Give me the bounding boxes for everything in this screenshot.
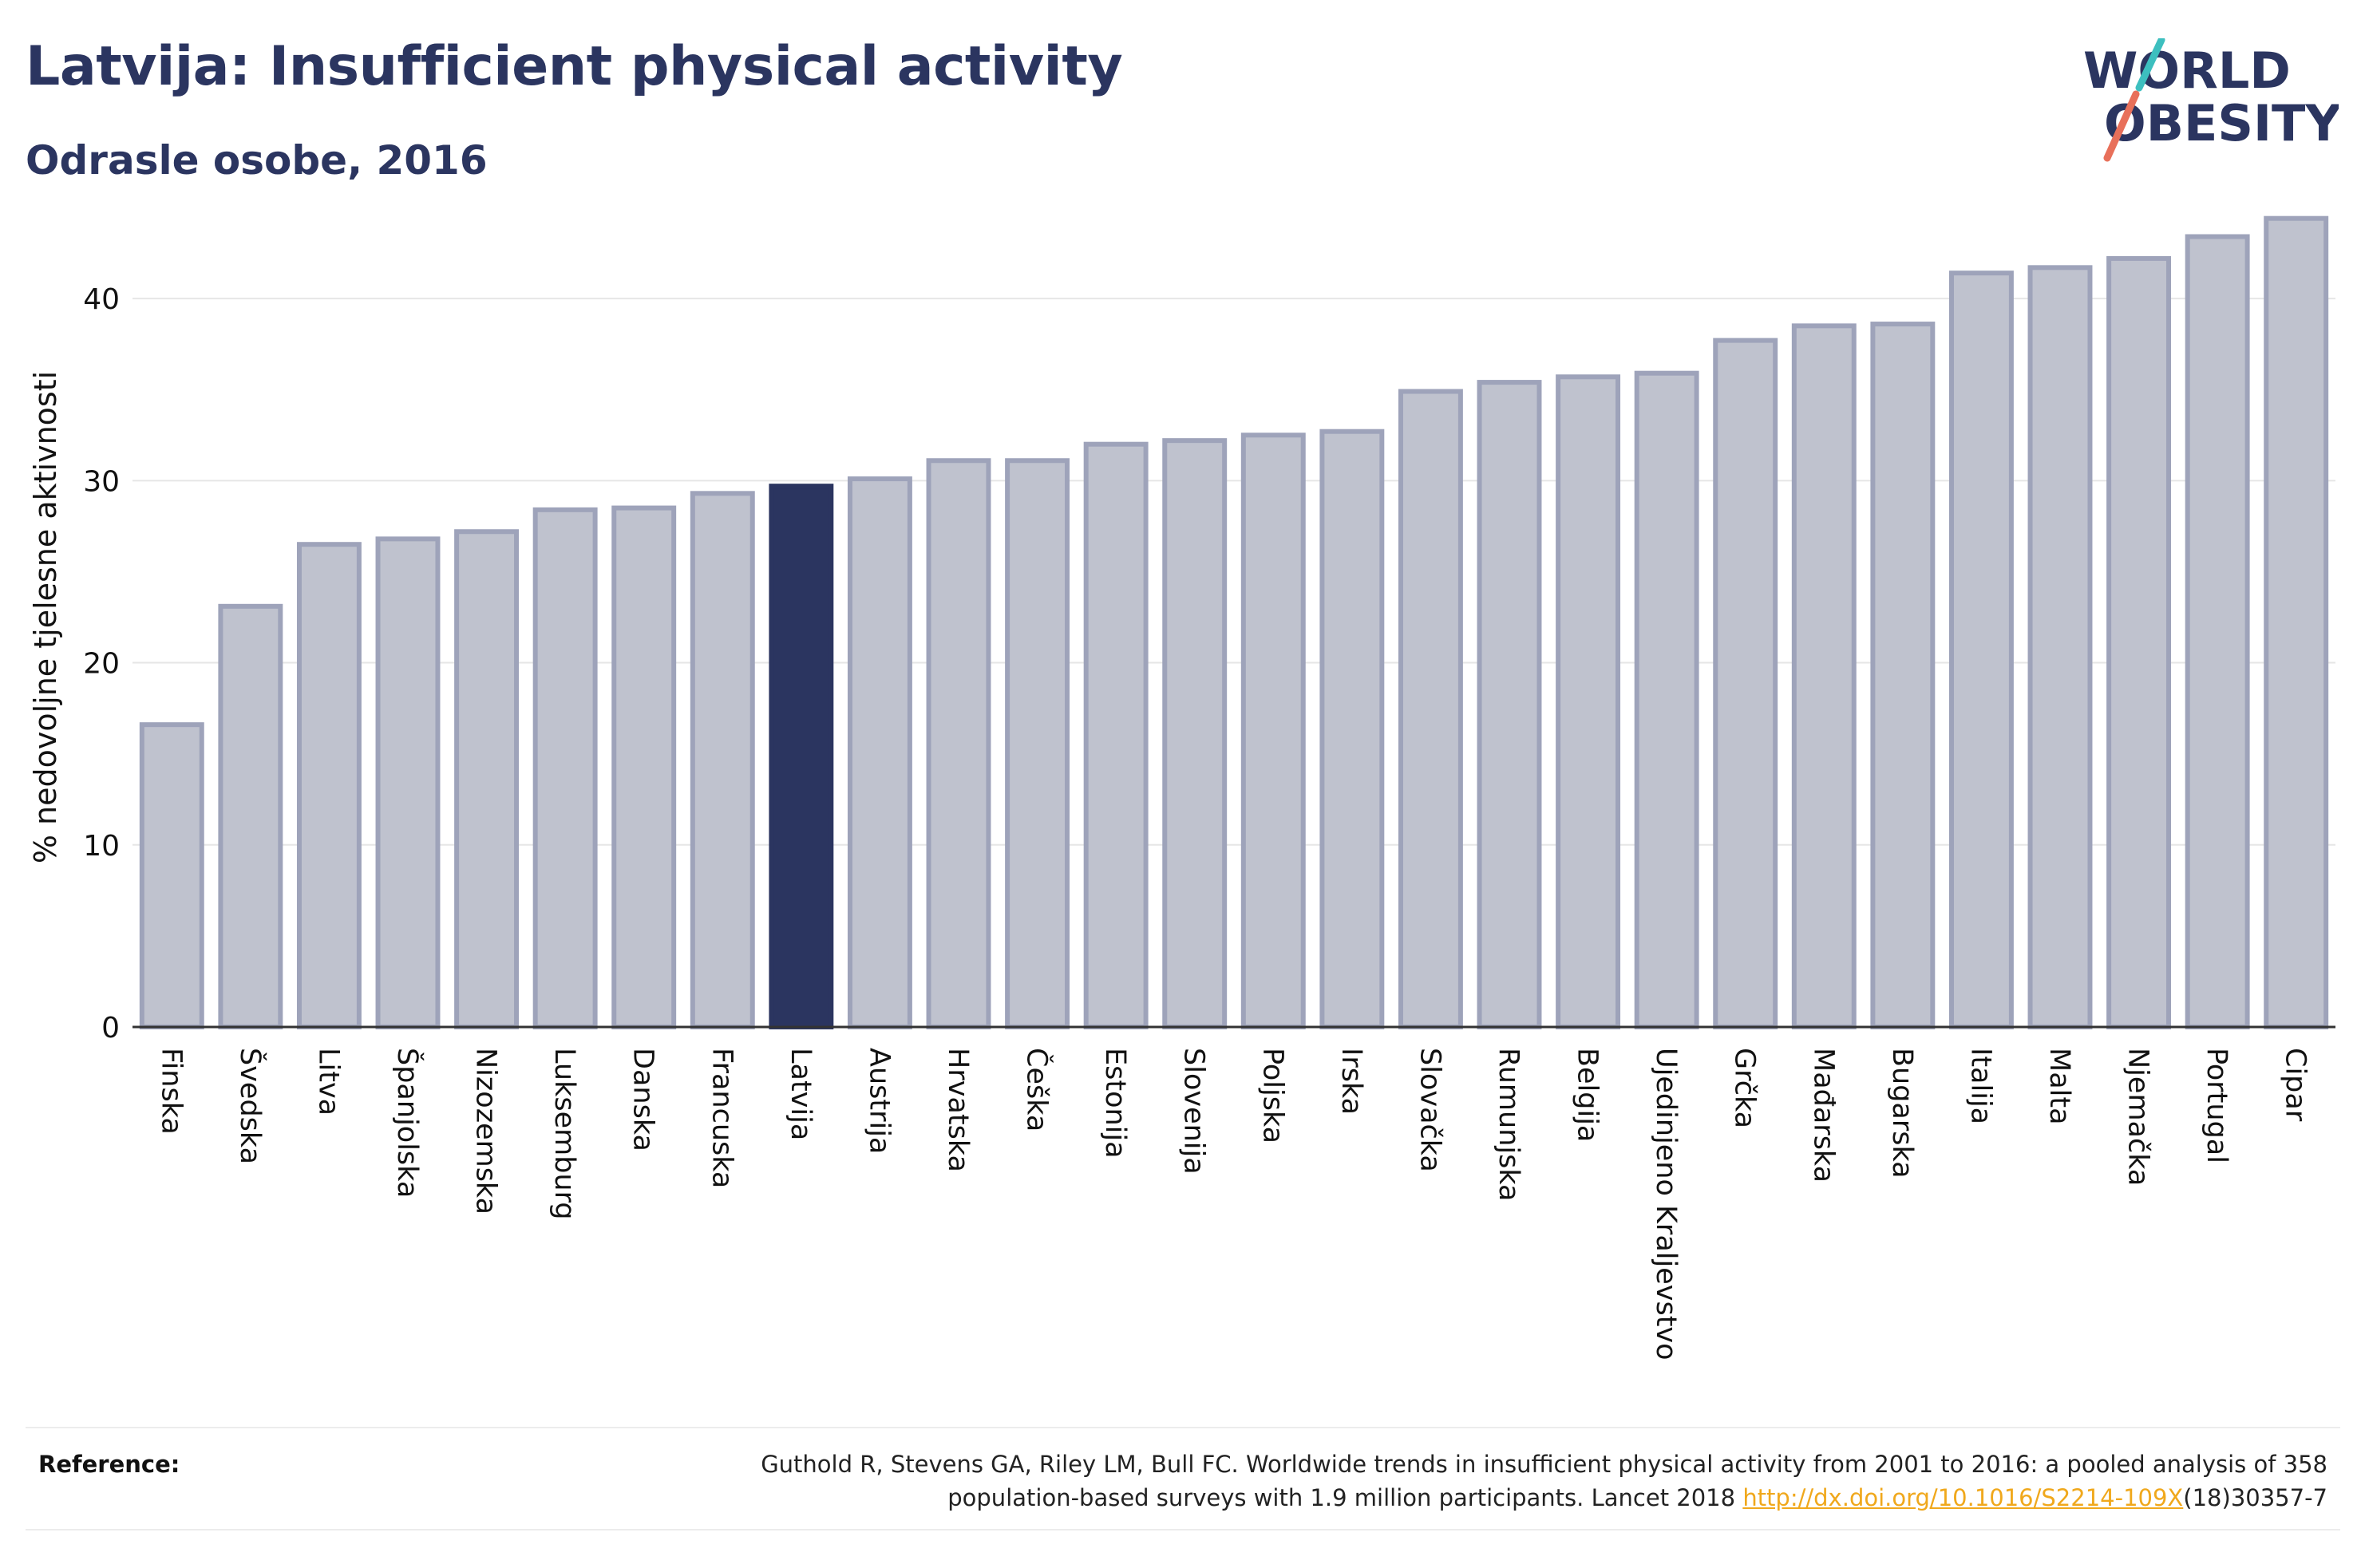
x-tick-label: Cipar (2280, 1048, 2312, 1122)
x-tick-label: Malta (2043, 1048, 2075, 1125)
x-tick-label: Francuska (706, 1048, 738, 1188)
bar-latvija[interactable] (769, 484, 834, 1029)
reference-text: Guthold R, Stevens GA, Riley LM, Bull FC… (571, 1448, 2327, 1515)
world-obesity-logo: WORLD OBESITY (2083, 38, 2339, 162)
x-tick-label: Litva (312, 1048, 344, 1116)
x-tick-label: Italija (1964, 1048, 1996, 1124)
y-tick-label: 40 (83, 283, 120, 316)
x-tick-label: Irska (1335, 1048, 1367, 1115)
x-tick-label: Danska (627, 1048, 659, 1151)
x-tick-label: Slovenija (1178, 1048, 1210, 1175)
x-tick-label: Rumunjska (1493, 1048, 1525, 1201)
x-tick-label: Belgija (1572, 1048, 1604, 1142)
reference-section: Reference: Guthold R, Stevens GA, Riley … (26, 1427, 2340, 1530)
bar-slovenija[interactable] (1162, 438, 1228, 1029)
x-axis-ticks: Finska Švedska Litva Španjolska Nizozemska Lu… (155, 1048, 2311, 1361)
logo-slash-teal (2135, 38, 2165, 92)
bar-mađarska[interactable] (1791, 323, 1857, 1030)
bar-bugarska[interactable] (1870, 322, 1936, 1030)
x-tick-label: Švedska (234, 1048, 267, 1164)
x-tick-label: Latvija (785, 1048, 817, 1140)
reference-line-2-post: (18)30357-7 (2183, 1484, 2327, 1511)
y-axis-ticks: 0 10 20 30 40 (83, 283, 120, 1045)
x-tick-label: Bugarska (1886, 1048, 1918, 1179)
x-tick-label: Luksemburg (548, 1048, 580, 1220)
reference-label: Reference: (38, 1451, 180, 1478)
bar-ujedinjeno-kraljevstvo[interactable] (1634, 370, 1699, 1029)
bar-danska[interactable] (611, 505, 677, 1029)
x-tick-label: Portugal (2201, 1048, 2232, 1163)
x-tick-label: Estonija (1099, 1048, 1131, 1159)
y-tick-label: 10 (83, 830, 120, 863)
y-tick-label: 0 (101, 1012, 120, 1045)
y-tick-label: 20 (83, 648, 120, 681)
bar-chart: 0 10 20 30 40 Finska Švedska Litva Španjolska Ni… (28, 215, 2335, 1361)
x-tick-label: Slovačka (1414, 1048, 1445, 1172)
bar-belgija[interactable] (1556, 374, 1621, 1030)
bar-češka[interactable] (1005, 458, 1070, 1029)
x-tick-label: Poljska (1256, 1048, 1288, 1143)
x-tick-label: Nizozemska (470, 1048, 502, 1215)
bar-luksemburg[interactable] (532, 507, 598, 1029)
bar-španjolska[interactable] (375, 536, 441, 1029)
bar-slovačka[interactable] (1398, 389, 1463, 1029)
chart-title: Latvija: Insufficient physical activity (26, 35, 1123, 98)
x-tick-label: Grčka (1729, 1048, 1761, 1128)
x-tick-label: Njemačka (2122, 1048, 2154, 1186)
bar-nizozemska[interactable] (454, 529, 520, 1029)
y-axis-label: % nedovoljne tjelesne aktivnosti (28, 371, 63, 863)
x-tick-label: Hrvatska (942, 1048, 974, 1172)
x-tick-label: Ujedinjeno Kraljevstvo (1650, 1048, 1682, 1361)
bars (139, 215, 2329, 1030)
x-tick-label: Finska (155, 1048, 187, 1135)
reference-doi-link[interactable]: http://dx.doi.org/10.1016/S2214-109X (1742, 1484, 2184, 1511)
bar-grčka[interactable] (1713, 338, 1778, 1029)
bar-litva[interactable] (296, 542, 362, 1029)
bar-poljska[interactable] (1240, 432, 1306, 1029)
chart-subtitle: Odrasle osobe, 2016 (26, 137, 488, 184)
x-tick-label: Češka (1021, 1048, 1054, 1132)
y-tick-label: 30 (83, 465, 120, 498)
reference-line-1: Guthold R, Stevens GA, Riley LM, Bull FC… (761, 1451, 2327, 1478)
bar-italija[interactable] (1948, 271, 2014, 1030)
bar-irska[interactable] (1319, 429, 1385, 1029)
bar-rumunjska[interactable] (1477, 380, 1542, 1029)
bar-hrvatska[interactable] (926, 458, 991, 1029)
bar-malta[interactable] (2027, 265, 2093, 1029)
bar-austrija[interactable] (847, 476, 912, 1029)
logo-line-2: OBESITY (2104, 94, 2339, 152)
bar-portugal[interactable] (2185, 234, 2250, 1029)
reference-line-2-pre: population-based surveys with 1.9 millio… (947, 1484, 1743, 1511)
bar-finska[interactable] (139, 722, 204, 1029)
bar-njemačka[interactable] (2106, 255, 2172, 1029)
bar-cipar[interactable] (2264, 215, 2329, 1029)
logo-line-1: WORLD (2083, 41, 2291, 100)
bar-švedska[interactable] (218, 603, 283, 1029)
x-tick-label: Mađarska (1807, 1048, 1839, 1183)
x-tick-label: Austrija (863, 1048, 895, 1154)
logo-slash-coral (2103, 90, 2140, 162)
bar-francuska[interactable] (690, 491, 755, 1029)
bar-estonija[interactable] (1083, 441, 1149, 1029)
x-tick-label: Španjolska (391, 1048, 425, 1198)
